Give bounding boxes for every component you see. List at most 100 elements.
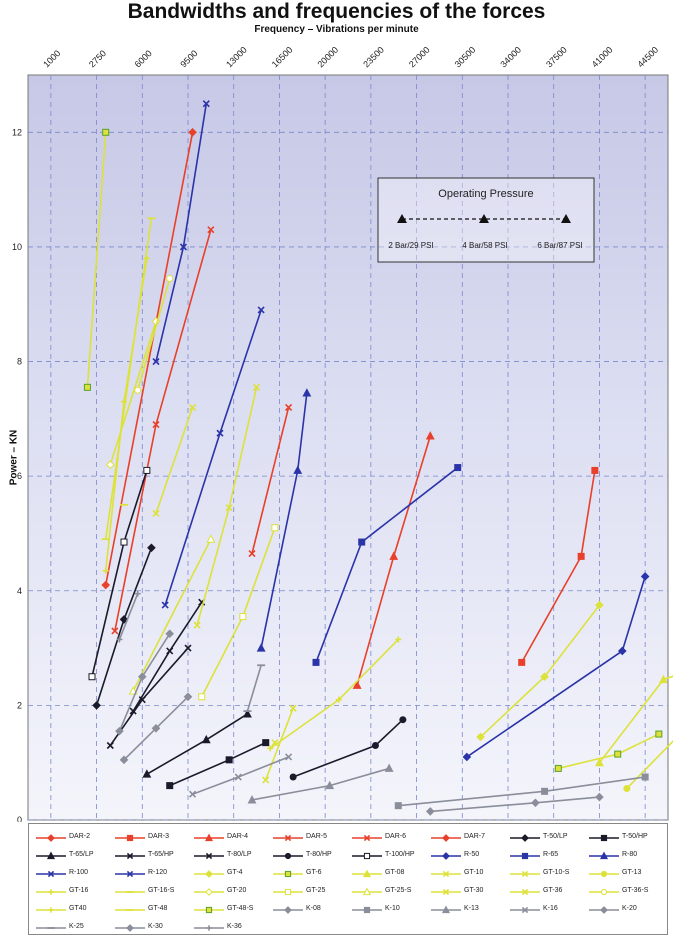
legend-label: T-80/LP xyxy=(227,851,252,858)
legend-swatch xyxy=(273,852,303,860)
data-point xyxy=(518,658,526,666)
data-point xyxy=(595,792,604,802)
data-point xyxy=(655,730,663,738)
series-gt-48-s xyxy=(83,128,110,391)
data-point xyxy=(143,466,151,474)
data-point xyxy=(152,357,160,366)
data-point xyxy=(137,672,147,682)
data-point xyxy=(120,538,128,546)
series-line xyxy=(251,407,290,554)
data-point xyxy=(189,790,197,798)
legend-swatch xyxy=(589,888,619,896)
legend-label: DAR-4 xyxy=(227,833,249,840)
data-point xyxy=(183,692,193,702)
series-gt-30 xyxy=(193,383,261,629)
data-point xyxy=(225,756,233,764)
series-t-50-lp xyxy=(92,543,156,710)
x-tick-label: 16500 xyxy=(270,45,295,70)
y-tick-label: 0 xyxy=(17,815,22,822)
data-point xyxy=(352,680,362,689)
data-point xyxy=(541,787,549,795)
y-tick-labels: 0 2 4 6 8 10 12 xyxy=(12,127,22,822)
legend-label: GT-20 xyxy=(227,887,247,894)
legend-swatch xyxy=(115,870,145,878)
series-line xyxy=(104,132,194,586)
data-point xyxy=(184,644,192,652)
x-tick-label: 1000 xyxy=(41,48,62,69)
data-point xyxy=(193,621,201,629)
legend-label: T-65/LP xyxy=(69,851,94,858)
legend-swatch xyxy=(431,888,461,896)
data-point xyxy=(641,773,649,781)
legend-swatch xyxy=(352,887,382,896)
data-point xyxy=(134,590,141,597)
y-tick-label: 10 xyxy=(12,242,22,252)
data-point xyxy=(143,255,150,262)
data-point xyxy=(658,674,668,684)
legend-label: K-20 xyxy=(622,905,637,912)
legend-label: K-10 xyxy=(385,905,400,912)
legend: DAR-2 DAR-3 DAR-4 DAR-5 DAR-6 DAR-7 T-50/LP T-5… xyxy=(28,823,668,935)
data-point xyxy=(271,524,279,532)
series-gt-13 xyxy=(623,740,673,792)
legend-swatch xyxy=(36,851,66,860)
legend-label: GT-36 xyxy=(543,887,563,894)
data-point xyxy=(554,764,562,772)
series-t-65-lp xyxy=(142,709,252,778)
data-point xyxy=(617,646,627,656)
legend-label: GT-25 xyxy=(306,887,326,894)
series-layer xyxy=(83,100,673,816)
data-point xyxy=(595,600,604,610)
data-point xyxy=(189,403,197,411)
series-line xyxy=(136,278,171,391)
data-point xyxy=(257,306,265,314)
legend-label: GT-08 xyxy=(385,869,405,876)
series-dar-2 xyxy=(101,128,197,590)
data-point xyxy=(531,798,540,808)
legend-label: GT-36-S xyxy=(622,887,649,894)
series-k-10 xyxy=(394,773,649,810)
series-line xyxy=(246,665,262,712)
data-point xyxy=(256,643,266,652)
x-tick-label: 34000 xyxy=(498,45,523,70)
legend-swatch xyxy=(273,906,303,914)
series-k-16 xyxy=(189,753,293,798)
legend-label: K-36 xyxy=(227,923,242,930)
series-r-120 xyxy=(152,100,210,366)
legend-swatch xyxy=(36,927,66,929)
data-point xyxy=(201,734,211,744)
legend-swatch xyxy=(115,891,145,893)
x-tick-label: 13000 xyxy=(224,45,249,70)
legend-swatch xyxy=(510,870,540,878)
data-point xyxy=(358,538,366,546)
legend-swatch xyxy=(510,852,540,860)
data-point xyxy=(152,509,160,517)
y-tick-label: 8 xyxy=(17,357,22,367)
legend-swatch xyxy=(431,870,461,878)
legend-swatch xyxy=(36,834,66,842)
series-dar-3 xyxy=(518,466,599,666)
data-point xyxy=(389,551,399,560)
series-line xyxy=(86,132,107,388)
legend-swatch xyxy=(273,888,303,896)
legend-swatch xyxy=(352,906,382,914)
data-point xyxy=(285,403,293,411)
x-tick-labels: 1000 2750 6000 9500 13000 16500 20000 23500 2700… xyxy=(41,45,660,70)
data-point xyxy=(102,128,110,136)
data-point xyxy=(239,613,247,621)
series-k-08 xyxy=(115,629,175,736)
legend-swatch xyxy=(115,834,145,842)
data-point xyxy=(384,763,394,772)
legend-swatch xyxy=(194,906,224,914)
legend-label: R-50 xyxy=(464,851,480,858)
legend-label: DAR-5 xyxy=(306,833,328,840)
data-point xyxy=(138,696,146,704)
data-point xyxy=(129,707,137,715)
series-dar-4 xyxy=(352,431,435,689)
data-point xyxy=(289,773,297,781)
legend-swatch xyxy=(352,834,382,842)
data-point xyxy=(198,693,206,701)
data-point xyxy=(166,647,174,655)
legend-label: K-25 xyxy=(69,923,84,930)
data-point xyxy=(285,753,293,761)
